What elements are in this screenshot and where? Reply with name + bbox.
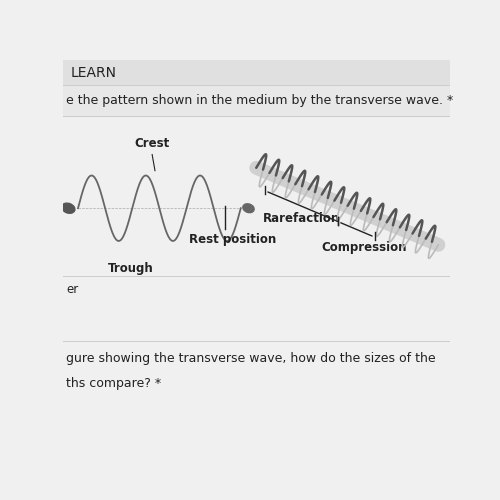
Text: ths compare? *: ths compare? * [66, 377, 162, 390]
Text: er: er [66, 282, 78, 296]
Text: e the pattern shown in the medium by the transverse wave. *: e the pattern shown in the medium by the… [66, 94, 454, 108]
Bar [62, 86, 450, 116]
Text: Rarefaction: Rarefaction [263, 212, 340, 225]
Text: LEARN: LEARN [70, 66, 116, 80]
Text: Crest: Crest [134, 138, 169, 150]
Text: gure showing the transverse wave, how do the sizes of the: gure showing the transverse wave, how do… [66, 352, 436, 365]
Ellipse shape [243, 204, 254, 212]
Text: Compression: Compression [322, 241, 407, 254]
Text: Trough: Trough [108, 262, 153, 275]
Ellipse shape [62, 203, 75, 213]
Text: Rest position: Rest position [190, 233, 276, 246]
Bar [62, 60, 450, 85]
